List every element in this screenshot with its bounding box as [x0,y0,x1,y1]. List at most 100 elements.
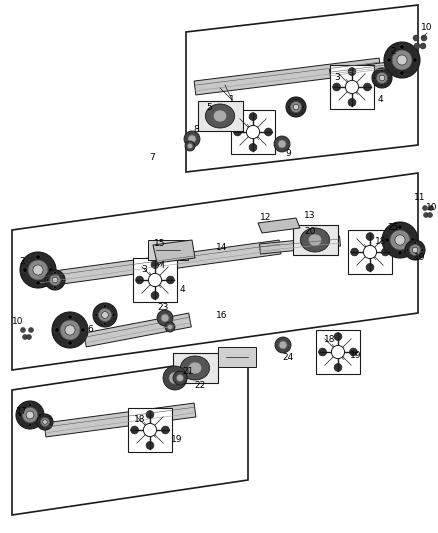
Circle shape [290,101,301,112]
Polygon shape [194,58,381,95]
Text: 23: 23 [157,303,169,312]
Circle shape [39,413,42,417]
Circle shape [103,305,106,308]
Circle shape [44,427,46,429]
Circle shape [265,128,272,136]
Circle shape [165,322,175,332]
Circle shape [247,125,260,139]
Circle shape [427,213,432,217]
Circle shape [22,335,28,340]
Circle shape [384,42,420,78]
Circle shape [26,411,34,419]
Circle shape [278,140,286,148]
Polygon shape [44,403,196,437]
Circle shape [421,35,427,41]
Circle shape [332,83,341,91]
Text: 21: 21 [182,367,194,376]
Circle shape [366,232,374,240]
Circle shape [146,441,154,449]
Polygon shape [258,218,300,233]
Text: 16: 16 [216,311,228,319]
Circle shape [41,417,49,426]
Circle shape [377,72,388,84]
Text: 25: 25 [387,223,399,232]
Circle shape [410,245,420,255]
Circle shape [166,276,174,284]
Text: 9: 9 [285,149,291,157]
Circle shape [163,366,187,390]
Circle shape [398,225,402,229]
Circle shape [81,328,85,332]
Text: 2: 2 [19,257,25,266]
Circle shape [406,249,409,251]
Circle shape [346,80,359,94]
Circle shape [173,371,187,385]
Circle shape [334,333,342,341]
Circle shape [162,426,170,434]
Polygon shape [39,240,281,287]
Circle shape [398,251,402,255]
Circle shape [50,421,52,423]
Circle shape [405,240,425,260]
Text: 24: 24 [283,353,293,362]
Circle shape [413,58,417,62]
Circle shape [412,247,418,253]
Circle shape [55,328,59,332]
Text: 7: 7 [149,152,155,161]
Bar [293,225,338,255]
Circle shape [400,45,404,49]
Circle shape [413,35,419,41]
Circle shape [188,135,196,143]
Circle shape [293,104,299,110]
Circle shape [143,423,157,437]
Circle shape [148,273,162,287]
Ellipse shape [205,104,235,128]
Text: 17: 17 [16,408,28,416]
Polygon shape [153,240,195,263]
Circle shape [60,320,80,340]
Circle shape [49,268,53,272]
Circle shape [45,270,65,290]
Circle shape [428,206,434,211]
Text: 12: 12 [260,214,272,222]
Circle shape [388,77,390,79]
Circle shape [387,58,391,62]
Circle shape [318,348,327,356]
Circle shape [93,303,117,327]
Text: 3: 3 [141,265,147,274]
Circle shape [54,272,56,274]
Ellipse shape [180,356,210,380]
Text: 10: 10 [426,204,438,213]
Polygon shape [329,62,385,78]
Circle shape [411,238,415,242]
Circle shape [23,268,27,272]
Bar [231,110,275,154]
Circle shape [420,43,426,49]
Circle shape [279,341,287,349]
Circle shape [44,415,46,417]
Circle shape [334,364,342,372]
Circle shape [233,128,242,136]
Circle shape [21,327,25,333]
Text: 3: 3 [334,74,340,83]
Circle shape [302,106,304,108]
Circle shape [61,279,64,281]
Text: 18: 18 [134,416,146,424]
Polygon shape [84,313,191,347]
Circle shape [102,312,108,318]
Circle shape [348,99,356,107]
Bar [330,65,374,109]
Circle shape [374,77,376,79]
Circle shape [52,277,58,283]
Circle shape [112,313,115,317]
Bar [218,347,256,367]
Circle shape [36,255,40,259]
Circle shape [274,136,290,152]
Circle shape [395,235,405,245]
Circle shape [187,143,192,149]
Circle shape [28,327,33,333]
Circle shape [288,106,290,108]
Circle shape [381,84,383,86]
Circle shape [16,401,44,429]
Circle shape [95,313,98,317]
